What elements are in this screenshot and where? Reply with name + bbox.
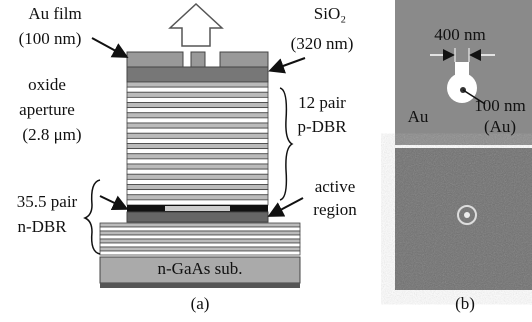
label: aperture (19, 100, 75, 119)
panel-b: 400 nm Au 100 nm (Au) (b) (395, 0, 532, 313)
label: active (315, 177, 356, 196)
panel-a-drawing (85, 4, 305, 288)
dbr-layer (100, 247, 300, 251)
dbr-layer (127, 164, 268, 169)
dbr-layer (127, 144, 268, 149)
label: p-DBR (297, 117, 347, 136)
label: Au film (28, 4, 81, 23)
dbr-layer (127, 82, 268, 87)
label: 100 nm (474, 96, 525, 115)
dbr-layer (127, 103, 268, 108)
caption: (a) (191, 294, 210, 313)
dbr-layer (127, 159, 268, 164)
dbr-layer (100, 243, 300, 247)
dbr-layer (127, 190, 268, 195)
label: 12 pair (298, 93, 346, 112)
label: (2.8 μm) (22, 125, 81, 144)
caption: (b) (455, 294, 475, 313)
label: n-GaAs sub. (158, 259, 243, 278)
label: region (313, 200, 357, 219)
dbr-layer (100, 223, 300, 227)
dbr-layer (127, 200, 268, 205)
dbr-layer (100, 227, 300, 231)
dbr-layer (127, 113, 268, 118)
dbr-layer (127, 154, 268, 159)
label: (320 nm) (291, 34, 354, 53)
label: Au (408, 107, 429, 126)
dbr-layer (127, 108, 268, 113)
label: (100 nm) (19, 29, 82, 48)
dbr-layer (127, 128, 268, 133)
dbr-layer (127, 123, 268, 128)
dbr-layer (127, 179, 268, 184)
dbr-layer (127, 97, 268, 102)
dbr-layer (127, 195, 268, 200)
dbr-layer (127, 87, 268, 92)
dbr-layer (127, 138, 268, 143)
label: n-DBR (17, 217, 67, 236)
label: (Au) (484, 117, 516, 136)
dbr-layer (127, 169, 268, 174)
figure: Au film (100 nm) SiO₂ (320 nm) oxide ape… (0, 0, 532, 322)
dbr-layer (127, 174, 268, 179)
dbr-layer (127, 133, 268, 138)
dbr-layer (100, 231, 300, 235)
label: 400 nm (434, 25, 485, 44)
label: oxide (28, 75, 66, 94)
dbr-layer (100, 251, 300, 255)
label: SiO₂ (314, 4, 346, 23)
dbr-layer (127, 185, 268, 190)
dbr-layer (100, 239, 300, 243)
dbr-layer (100, 235, 300, 239)
dbr-layer (127, 149, 268, 154)
label: 35.5 pair (17, 192, 78, 211)
dbr-layer (127, 118, 268, 123)
dbr-layer (127, 92, 268, 97)
